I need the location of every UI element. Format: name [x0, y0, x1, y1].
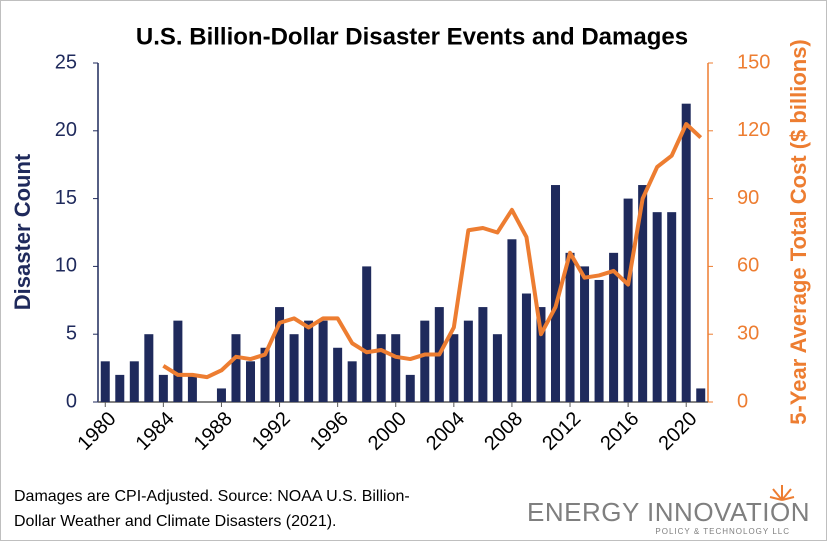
y2-tick-label: 0	[737, 390, 748, 412]
bar	[158, 374, 168, 402]
logo-sun	[769, 485, 795, 501]
footnote: Dollar Weather and Climate Disasters (20…	[14, 513, 337, 530]
bar	[420, 320, 430, 402]
bar	[580, 266, 590, 402]
y-tick-label: 10	[55, 255, 77, 277]
bar	[115, 374, 125, 402]
y-tick-label: 5	[66, 322, 77, 344]
bar	[521, 293, 531, 402]
y-tick-label: 25	[55, 51, 77, 73]
logo-tagline: POLICY & TECHNOLOGY LLC	[655, 527, 790, 536]
bar	[696, 388, 706, 402]
logo-name: ENERGY INNOVATION	[527, 497, 810, 527]
bar	[318, 320, 328, 402]
bar	[652, 212, 662, 402]
bar	[347, 361, 357, 402]
bar	[550, 185, 561, 402]
bar	[405, 374, 415, 402]
bar	[100, 361, 110, 402]
bar	[173, 320, 183, 402]
bar	[245, 361, 256, 402]
bar	[507, 239, 517, 402]
bar	[492, 334, 502, 402]
bar	[536, 307, 546, 402]
y2-tick-label: 150	[737, 51, 770, 73]
bar	[681, 103, 691, 403]
bar	[623, 198, 633, 402]
bar	[594, 279, 604, 402]
bar	[129, 361, 139, 402]
y-axis-label: Disaster Count	[10, 153, 35, 310]
bar	[362, 266, 372, 402]
bar	[463, 320, 473, 402]
bar	[478, 307, 488, 402]
bar	[609, 252, 619, 402]
y-tick-label: 20	[55, 119, 77, 141]
bar	[289, 334, 299, 402]
bar	[333, 347, 343, 402]
bar	[144, 334, 154, 402]
y-tick-label: 15	[55, 187, 77, 209]
y2-tick-label: 120	[737, 119, 770, 141]
bar	[391, 334, 401, 402]
line	[162, 122, 703, 380]
bar	[304, 320, 314, 402]
bar	[231, 334, 241, 402]
bar	[667, 212, 677, 402]
chart-title: U.S. Billion-Dollar Disaster Events and …	[136, 23, 688, 50]
bar	[275, 307, 285, 402]
y2-tick-label: 30	[737, 322, 759, 344]
footnote: Damages are CPI-Adjusted. Source: NOAA U…	[14, 488, 410, 505]
bar	[260, 347, 270, 402]
y-tick-label: 0	[66, 390, 77, 412]
bar	[565, 252, 575, 402]
y2-tick-label: 60	[737, 255, 759, 277]
bar	[187, 374, 197, 402]
bar	[449, 334, 459, 402]
bar	[638, 185, 648, 402]
y2-axis-label: 5-Year Average Total Cost ($ billions)	[786, 39, 811, 425]
bar	[216, 388, 226, 402]
bar	[376, 334, 386, 402]
y2-tick-label: 90	[737, 187, 759, 209]
